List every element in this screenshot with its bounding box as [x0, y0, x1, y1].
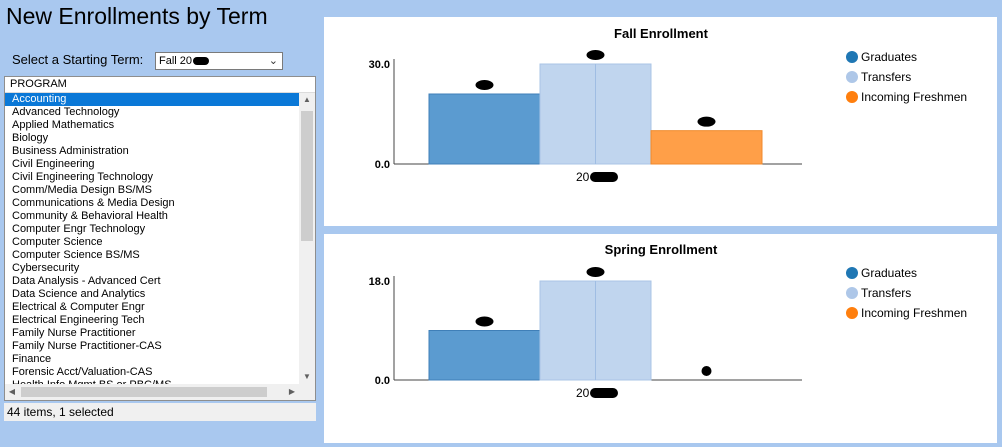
redacted-data-label — [697, 116, 716, 127]
spring-enrollment-chart: Spring Enrollment 18.0 0.0 20 — [369, 242, 802, 400]
y-tick-label: 0.0 — [375, 159, 390, 171]
chart-title: Spring Enrollment — [605, 242, 718, 257]
list-item[interactable]: Business Administration — [12, 145, 129, 157]
redacted-data-label — [701, 366, 712, 376]
list-item[interactable]: Computer Science BS/MS — [12, 249, 140, 261]
list-item[interactable]: Communications & Media Design — [12, 197, 175, 209]
scroll-left-icon[interactable]: ◀ — [8, 387, 16, 396]
chart-title: Fall Enrollment — [614, 26, 709, 41]
y-tick-label: 0.0 — [375, 375, 390, 387]
term-selector-label: Select a Starting Term: — [12, 52, 144, 67]
list-item[interactable]: Accounting — [5, 93, 299, 106]
scroll-down-icon[interactable]: ▼ — [303, 372, 311, 381]
list-status-bar: 44 items, 1 selected — [4, 403, 316, 421]
legend-swatch — [846, 307, 858, 319]
term-select[interactable]: Fall 20 ⌄ — [155, 52, 283, 70]
program-list-items: Accounting Advanced Technology Applied Mat… — [5, 93, 299, 392]
list-item[interactable]: Electrical Engineering Tech — [12, 314, 145, 326]
legend-label: Transfers — [861, 286, 912, 300]
spring-enrollment-panel: Spring Enrollment 18.0 0.0 20 Graduates Tran… — [324, 234, 997, 443]
legend-item: Transfers — [846, 70, 967, 90]
program-listbox[interactable]: PROGRAM Accounting Advanced Technology App… — [4, 76, 316, 401]
list-item[interactable]: Finance — [12, 353, 52, 365]
list-item[interactable]: Forensic Acct/Valuation-CAS — [12, 366, 153, 378]
list-item[interactable]: Advanced Technology — [12, 106, 120, 118]
y-tick-label: 30.0 — [369, 59, 390, 71]
legend-label: Incoming Freshmen — [861, 90, 968, 104]
legend-item: Graduates — [846, 50, 967, 70]
term-select-value: Fall 20 — [159, 55, 193, 67]
y-tick-label: 18.0 — [369, 276, 390, 288]
scroll-up-icon[interactable]: ▲ — [303, 95, 311, 104]
legend-item: Incoming Freshmen — [846, 90, 967, 110]
redaction-mark — [193, 57, 210, 66]
list-item[interactable]: Community & Behavioral Health — [12, 210, 168, 222]
x-tick-label: 20 — [576, 386, 590, 400]
vertical-scrollbar[interactable]: ▲ ▼ — [299, 93, 315, 384]
redacted-data-label — [586, 50, 605, 60]
horizontal-scroll-thumb[interactable] — [21, 387, 267, 397]
vertical-scroll-thumb[interactable] — [301, 111, 313, 241]
list-item[interactable]: Computer Science — [12, 236, 103, 248]
page-title: New Enrollments by Term — [6, 3, 268, 29]
list-item[interactable]: Biology — [12, 132, 49, 144]
bar[interactable] — [650, 130, 763, 165]
redacted-data-label — [475, 80, 494, 90]
redaction-mark — [590, 172, 618, 182]
fall-enrollment-panel: Fall Enrollment 30.0 0.0 20 Graduates Transf… — [324, 17, 997, 226]
bar[interactable] — [428, 330, 541, 381]
list-item[interactable]: Family Nurse Practitioner — [12, 327, 136, 339]
list-item[interactable]: Electrical & Computer Engr — [12, 301, 145, 313]
list-item[interactable]: Cybersecurity — [12, 262, 80, 274]
legend-swatch — [846, 267, 858, 279]
horizontal-scrollbar[interactable]: ◀ ▶ — [5, 384, 315, 400]
scroll-right-icon[interactable]: ▶ — [288, 387, 296, 396]
list-item[interactable]: Comm/Media Design BS/MS — [12, 184, 152, 196]
legend-label: Graduates — [861, 50, 918, 64]
x-tick-label: 20 — [576, 170, 590, 184]
list-item[interactable]: Family Nurse Practitioner-CAS — [12, 340, 162, 352]
fall-enrollment-chart: Fall Enrollment 30.0 0.0 20 — [369, 26, 802, 184]
list-column-header: PROGRAM — [5, 77, 315, 93]
redaction-mark — [590, 388, 618, 398]
legend-swatch — [846, 71, 858, 83]
spring-legend: Graduates Transfers Incoming Freshmen — [846, 266, 967, 326]
list-item[interactable]: Data Science and Analytics — [12, 288, 146, 300]
list-item[interactable]: Civil Engineering — [12, 158, 95, 170]
legend-label: Transfers — [861, 70, 912, 84]
legend-swatch — [846, 91, 858, 103]
redacted-data-label — [586, 267, 605, 277]
legend-label: Incoming Freshmen — [861, 306, 968, 320]
legend-item: Incoming Freshmen — [846, 306, 967, 326]
redacted-data-label — [475, 316, 494, 327]
list-item[interactable]: Computer Engr Technology — [12, 223, 146, 235]
fall-legend: Graduates Transfers Incoming Freshmen — [846, 50, 967, 110]
legend-item: Transfers — [846, 286, 967, 306]
chevron-down-icon: ⌄ — [268, 55, 278, 67]
list-item[interactable]: Civil Engineering Technology — [12, 171, 154, 183]
legend-swatch — [846, 287, 858, 299]
legend-label: Graduates — [861, 266, 918, 280]
list-item[interactable]: Data Analysis - Advanced Cert — [12, 275, 161, 287]
legend-item: Graduates — [846, 266, 967, 286]
bar[interactable] — [428, 93, 541, 165]
legend-swatch — [846, 51, 858, 63]
list-item[interactable]: Applied Mathematics — [12, 119, 115, 131]
